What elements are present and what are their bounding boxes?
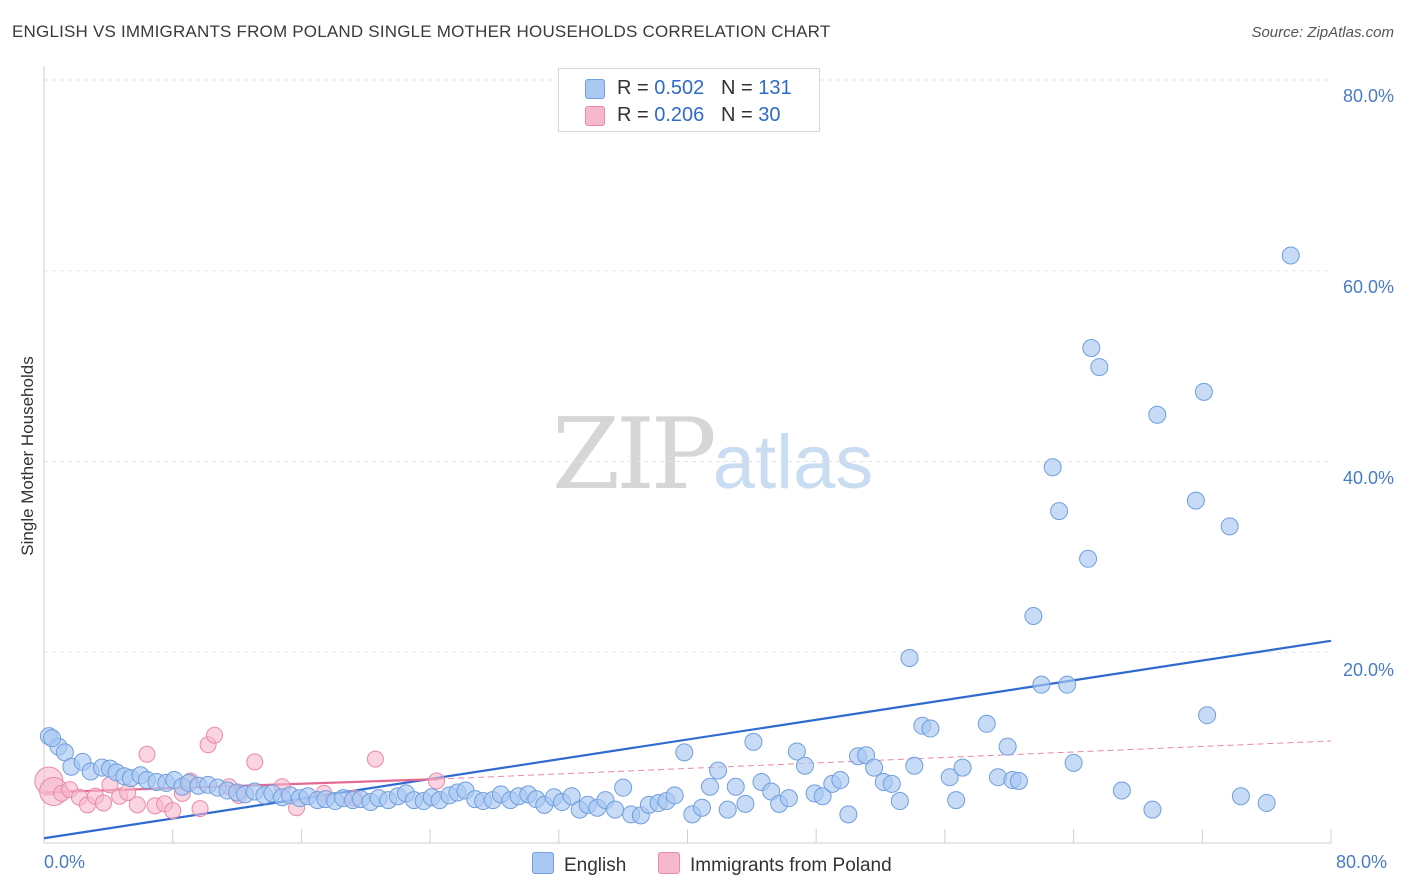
bottom-legend-english: English <box>532 852 626 877</box>
watermark-atlas: atlas <box>712 420 874 505</box>
trend-line-poland-extended <box>438 740 1332 780</box>
point-english <box>692 798 711 817</box>
point-english <box>787 742 806 761</box>
point-english <box>1220 517 1239 536</box>
y-tick-60: 60.0% <box>1342 277 1394 297</box>
point-english <box>1079 549 1098 568</box>
legend-r-label: R = <box>617 77 649 99</box>
bottom-legend-poland: Immigrants from Poland <box>658 852 892 877</box>
chart-title: ENGLISH VS IMMIGRANTS FROM POLAND SINGLE… <box>12 22 831 41</box>
point-english <box>795 756 814 775</box>
point-english <box>890 792 909 811</box>
trend-line-english <box>43 639 1332 840</box>
point-english <box>947 791 966 810</box>
point-english <box>1082 339 1101 358</box>
legend-r-label: R = <box>617 104 649 126</box>
legend-swatch-poland <box>585 106 605 126</box>
point-english <box>882 774 901 793</box>
bottom-legend-swatch-english <box>532 852 554 874</box>
point-english <box>709 761 728 780</box>
point-english <box>1050 502 1069 521</box>
point-poland <box>138 745 156 763</box>
legend-swatch-english <box>585 79 605 99</box>
point-poland <box>428 772 446 790</box>
grid-lines <box>44 79 1331 653</box>
legend-n-label: N = <box>720 104 753 126</box>
point-english <box>665 786 684 805</box>
point-english <box>921 719 940 738</box>
point-english <box>1231 787 1250 806</box>
point-english <box>1143 800 1162 819</box>
point-poland <box>95 794 113 812</box>
y-tick-40: 40.0% <box>1342 468 1394 488</box>
point-english <box>779 789 798 808</box>
bottom-legend-label-english: English <box>564 855 627 876</box>
point-english <box>675 743 694 762</box>
point-english <box>1090 358 1109 377</box>
point-english <box>1198 706 1217 725</box>
legend-n-value: 131 <box>758 77 792 99</box>
legend-r-value: 0.502 <box>654 77 705 99</box>
legend: R = 0.502 N = 131 R = 0.206 N = 30 <box>558 68 820 132</box>
point-english <box>1148 405 1167 424</box>
point-poland <box>191 800 209 818</box>
point-english <box>726 777 745 796</box>
point-english <box>701 777 720 796</box>
legend-n-value: 30 <box>758 104 781 126</box>
legend-r-value: 0.206 <box>654 104 705 126</box>
point-english <box>900 648 919 667</box>
x-tick-0: 0.0% <box>44 852 86 872</box>
point-poland <box>128 796 146 814</box>
point-english <box>865 758 884 777</box>
point-poland <box>206 726 224 744</box>
y-tick-20: 20.0% <box>1342 660 1394 680</box>
point-english <box>1058 675 1077 694</box>
point-english <box>940 768 959 787</box>
y-tick-80: 80.0% <box>1342 86 1394 106</box>
point-english <box>977 714 996 733</box>
point-poland <box>246 753 264 771</box>
bottom-legend-label-poland: Immigrants from Poland <box>690 855 892 876</box>
point-english <box>744 732 763 751</box>
point-english <box>1186 491 1205 510</box>
point-english <box>1281 246 1300 265</box>
point-english <box>1064 753 1083 772</box>
point-english <box>606 800 625 819</box>
watermark: ZIPatlas <box>552 398 873 512</box>
point-english <box>1009 772 1028 791</box>
point-english <box>1194 382 1213 401</box>
point-english <box>1032 675 1051 694</box>
bottom-legend-swatch-poland <box>658 852 680 874</box>
axes <box>43 66 1332 844</box>
point-english <box>839 805 858 824</box>
point-english <box>43 729 62 748</box>
point-english <box>718 800 737 819</box>
point-english <box>813 787 832 806</box>
point-english <box>1257 793 1276 812</box>
point-english <box>905 756 924 775</box>
point-english <box>831 771 850 790</box>
point-english <box>1112 781 1131 800</box>
point-english <box>736 794 755 813</box>
point-english <box>1043 458 1062 477</box>
point-poland <box>366 750 384 768</box>
point-poland <box>164 802 182 820</box>
x-tick-80: 80.0% <box>1336 852 1388 872</box>
y-axis-label: Single Mother Households <box>18 356 37 556</box>
point-english <box>1024 607 1043 626</box>
watermark-zip: ZIP <box>552 398 717 512</box>
legend-n-label: N = <box>720 77 753 99</box>
data-points <box>34 246 1300 825</box>
point-english <box>614 778 633 797</box>
point-english <box>953 758 972 777</box>
point-english <box>998 737 1017 756</box>
point-english <box>562 787 581 806</box>
source-label: Source: ZipAtlas.com <box>1251 24 1394 41</box>
